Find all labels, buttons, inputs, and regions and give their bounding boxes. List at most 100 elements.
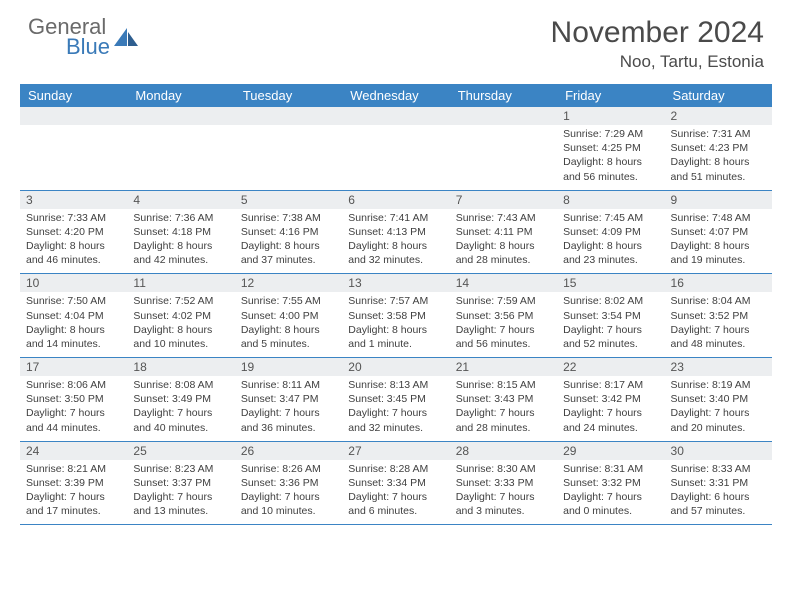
day-number-cell: 3 [20,190,127,209]
sunset-line: Sunset: 3:50 PM [26,392,121,406]
day-data-cell: Sunrise: 7:50 AMSunset: 4:04 PMDaylight:… [20,292,127,357]
day-header: Sunday [20,84,127,107]
sunset-line: Sunset: 3:31 PM [671,476,766,490]
sunset-line: Sunset: 4:18 PM [133,225,228,239]
sunset-line: Sunset: 4:02 PM [133,309,228,323]
sunrise-line: Sunrise: 7:59 AM [456,294,551,308]
daylight-line: Daylight: 7 hours and 10 minutes. [241,490,336,518]
daylight-line: Daylight: 7 hours and 52 minutes. [563,323,658,351]
day-data-cell: Sunrise: 8:06 AMSunset: 3:50 PMDaylight:… [20,376,127,441]
day-header: Tuesday [235,84,342,107]
day-number-cell: 8 [557,190,664,209]
sunset-line: Sunset: 3:42 PM [563,392,658,406]
sunset-line: Sunset: 4:07 PM [671,225,766,239]
day-number-cell: 12 [235,274,342,293]
day-data-cell: Sunrise: 7:31 AMSunset: 4:23 PMDaylight:… [665,125,772,190]
day-data-cell: Sunrise: 8:21 AMSunset: 3:39 PMDaylight:… [20,460,127,525]
day-data-cell [235,125,342,190]
brand-logo: General Blue [28,16,140,58]
day-header: Friday [557,84,664,107]
day-number-cell: 4 [127,190,234,209]
daylight-line: Daylight: 7 hours and 0 minutes. [563,490,658,518]
day-header: Monday [127,84,234,107]
page-title: November 2024 [551,16,764,50]
daylight-line: Daylight: 7 hours and 36 minutes. [241,406,336,434]
sunset-line: Sunset: 3:52 PM [671,309,766,323]
sunrise-line: Sunrise: 7:55 AM [241,294,336,308]
day-data-cell: Sunrise: 7:29 AMSunset: 4:25 PMDaylight:… [557,125,664,190]
day-data-cell: Sunrise: 7:41 AMSunset: 4:13 PMDaylight:… [342,209,449,274]
day-number-row: 12 [20,107,772,125]
sunrise-line: Sunrise: 8:19 AM [671,378,766,392]
day-number-cell: 15 [557,274,664,293]
daylight-line: Daylight: 8 hours and 23 minutes. [563,239,658,267]
daylight-line: Daylight: 8 hours and 46 minutes. [26,239,121,267]
day-number-cell: 16 [665,274,772,293]
sunrise-line: Sunrise: 7:36 AM [133,211,228,225]
sunrise-line: Sunrise: 8:02 AM [563,294,658,308]
sunset-line: Sunset: 4:20 PM [26,225,121,239]
day-number-cell: 18 [127,358,234,377]
daylight-line: Daylight: 8 hours and 32 minutes. [348,239,443,267]
sunset-line: Sunset: 4:04 PM [26,309,121,323]
sunrise-line: Sunrise: 8:21 AM [26,462,121,476]
daylight-line: Daylight: 8 hours and 5 minutes. [241,323,336,351]
daylight-line: Daylight: 7 hours and 40 minutes. [133,406,228,434]
sunrise-line: Sunrise: 8:30 AM [456,462,551,476]
day-number-cell [450,107,557,125]
day-data-cell: Sunrise: 7:38 AMSunset: 4:16 PMDaylight:… [235,209,342,274]
sunrise-line: Sunrise: 8:26 AM [241,462,336,476]
day-data-cell: Sunrise: 8:28 AMSunset: 3:34 PMDaylight:… [342,460,449,525]
sunrise-line: Sunrise: 8:23 AM [133,462,228,476]
day-data-cell: Sunrise: 7:45 AMSunset: 4:09 PMDaylight:… [557,209,664,274]
day-data-cell: Sunrise: 7:48 AMSunset: 4:07 PMDaylight:… [665,209,772,274]
sunset-line: Sunset: 3:45 PM [348,392,443,406]
sunset-line: Sunset: 3:54 PM [563,309,658,323]
sunset-line: Sunset: 3:34 PM [348,476,443,490]
daylight-line: Daylight: 8 hours and 1 minute. [348,323,443,351]
day-data-cell [127,125,234,190]
page-header: General Blue November 2024 Noo, Tartu, E… [0,0,792,80]
sunset-line: Sunset: 4:11 PM [456,225,551,239]
day-data-cell: Sunrise: 7:43 AMSunset: 4:11 PMDaylight:… [450,209,557,274]
sunset-line: Sunset: 3:40 PM [671,392,766,406]
day-data-cell: Sunrise: 8:23 AMSunset: 3:37 PMDaylight:… [127,460,234,525]
day-number-cell: 28 [450,441,557,460]
day-data-cell: Sunrise: 7:33 AMSunset: 4:20 PMDaylight:… [20,209,127,274]
day-data-row: Sunrise: 7:50 AMSunset: 4:04 PMDaylight:… [20,292,772,357]
day-data-cell [450,125,557,190]
day-data-cell [20,125,127,190]
day-number-row: 10111213141516 [20,274,772,293]
sunset-line: Sunset: 3:49 PM [133,392,228,406]
sunrise-line: Sunrise: 7:38 AM [241,211,336,225]
daylight-line: Daylight: 8 hours and 56 minutes. [563,155,658,183]
day-number-cell: 24 [20,441,127,460]
day-number-cell: 5 [235,190,342,209]
day-number-row: 3456789 [20,190,772,209]
day-number-row: 17181920212223 [20,358,772,377]
sail-icon [114,28,140,48]
sunset-line: Sunset: 3:32 PM [563,476,658,490]
daylight-line: Daylight: 8 hours and 19 minutes. [671,239,766,267]
day-number-cell: 23 [665,358,772,377]
sunset-line: Sunset: 3:56 PM [456,309,551,323]
daylight-line: Daylight: 7 hours and 3 minutes. [456,490,551,518]
sunrise-line: Sunrise: 8:15 AM [456,378,551,392]
daylight-line: Daylight: 7 hours and 48 minutes. [671,323,766,351]
sunset-line: Sunset: 4:16 PM [241,225,336,239]
sunrise-line: Sunrise: 7:41 AM [348,211,443,225]
day-number-cell: 30 [665,441,772,460]
daylight-line: Daylight: 7 hours and 17 minutes. [26,490,121,518]
sunset-line: Sunset: 3:43 PM [456,392,551,406]
sunset-line: Sunset: 4:23 PM [671,141,766,155]
daylight-line: Daylight: 8 hours and 51 minutes. [671,155,766,183]
day-header: Thursday [450,84,557,107]
day-number-cell: 6 [342,190,449,209]
day-number-cell: 7 [450,190,557,209]
sunrise-line: Sunrise: 8:08 AM [133,378,228,392]
day-number-cell: 17 [20,358,127,377]
calendar-table: SundayMondayTuesdayWednesdayThursdayFrid… [20,84,772,525]
day-number-cell: 20 [342,358,449,377]
day-number-row: 24252627282930 [20,441,772,460]
day-data-cell: Sunrise: 8:08 AMSunset: 3:49 PMDaylight:… [127,376,234,441]
